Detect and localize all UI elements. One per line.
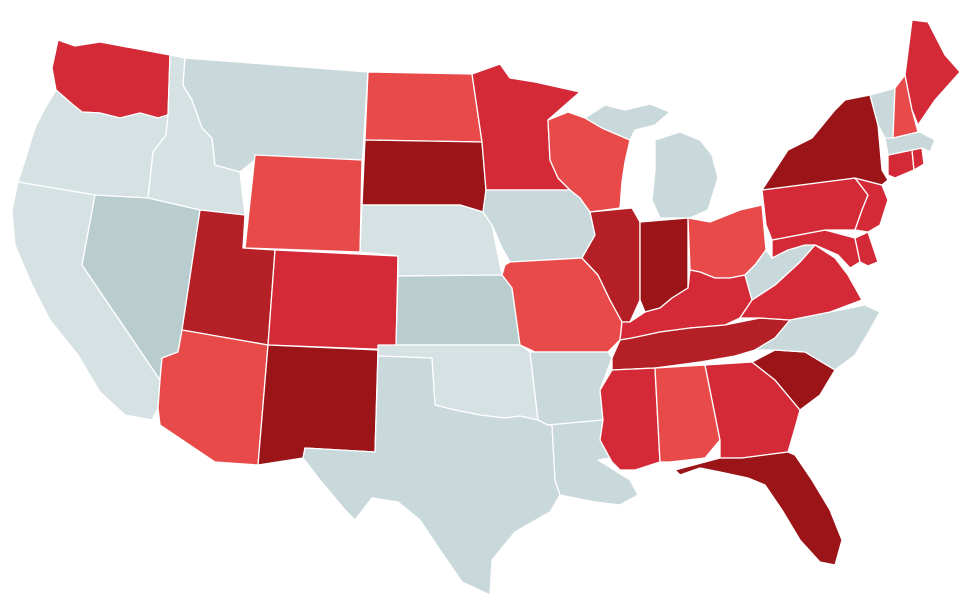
state-ma[interactable] [884, 131, 936, 156]
state-de[interactable] [854, 231, 879, 267]
state-ar[interactable] [529, 351, 613, 426]
state-wy[interactable] [244, 154, 363, 253]
state-nh[interactable] [892, 74, 919, 139]
state-ms[interactable] [599, 367, 661, 471]
state-co[interactable] [267, 249, 399, 351]
state-fl[interactable] [674, 451, 843, 566]
state-mi[interactable] [651, 131, 719, 219]
state-tx[interactable] [302, 355, 561, 596]
state-mt[interactable] [182, 57, 369, 173]
state-ks[interactable] [395, 274, 521, 346]
state-sd[interactable] [361, 139, 487, 213]
state-nc[interactable] [754, 304, 881, 371]
state-ia[interactable] [482, 189, 596, 263]
state-nj[interactable] [854, 177, 889, 233]
state-me[interactable] [904, 19, 961, 126]
state-vt[interactable] [869, 87, 896, 139]
state-nd[interactable] [364, 71, 483, 143]
state-ri[interactable] [911, 147, 925, 171]
state-md[interactable] [771, 229, 861, 269]
state-mi-upper[interactable] [584, 103, 671, 141]
state-ne[interactable] [359, 204, 503, 277]
state-ny[interactable] [761, 94, 889, 191]
state-nm[interactable] [257, 344, 379, 466]
